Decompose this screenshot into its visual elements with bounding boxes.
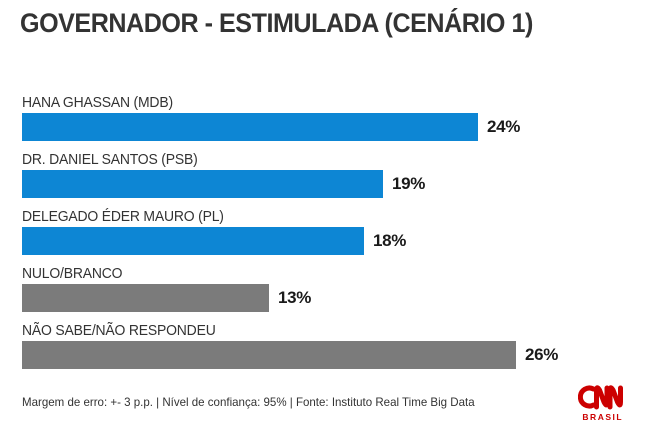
bar [22, 170, 383, 198]
value-label: 19% [392, 174, 426, 193]
bar [22, 341, 516, 369]
bar-row: NULO/BRANCO 13% [22, 265, 649, 312]
bar-row: DELEGADO ÉDER MAURO (PL) 18% [22, 208, 649, 255]
cnn-logo-icon [578, 385, 623, 410]
brasil-label: BRASIL [582, 412, 624, 422]
bar-row: HANA GHASSAN (MDB) 24% [22, 94, 649, 141]
value-label: 13% [278, 288, 312, 307]
category-label: NÃO SABE/NÃO RESPONDEU [22, 322, 216, 339]
bar [22, 284, 269, 312]
bar-row: DR. DANIEL SANTOS (PSB) 19% [22, 151, 649, 198]
category-label: NULO/BRANCO [22, 265, 123, 282]
footer-note: Margem de erro: +- 3 p.p. | Nível de con… [22, 395, 475, 409]
bar-line: 24% [22, 113, 649, 141]
bar [22, 113, 478, 141]
chart-title: GOVERNADOR - ESTIMULADA (CENÁRIO 1) [20, 8, 533, 38]
bar [22, 227, 364, 255]
category-label: DR. DANIEL SANTOS (PSB) [22, 151, 198, 168]
value-label: 18% [373, 231, 407, 250]
value-label: 24% [487, 117, 521, 136]
bar-line: 18% [22, 227, 649, 255]
bar-line: 19% [22, 170, 649, 198]
category-label: HANA GHASSAN (MDB) [22, 94, 173, 111]
category-label: DELEGADO ÉDER MAURO (PL) [22, 208, 224, 225]
bar-line: 13% [22, 284, 649, 312]
value-label: 26% [525, 345, 559, 364]
cnn-brasil-logo: BRASIL [578, 383, 626, 422]
bar-row: NÃO SABE/NÃO RESPONDEU 26% [22, 322, 649, 369]
bar-line: 26% [22, 341, 649, 369]
